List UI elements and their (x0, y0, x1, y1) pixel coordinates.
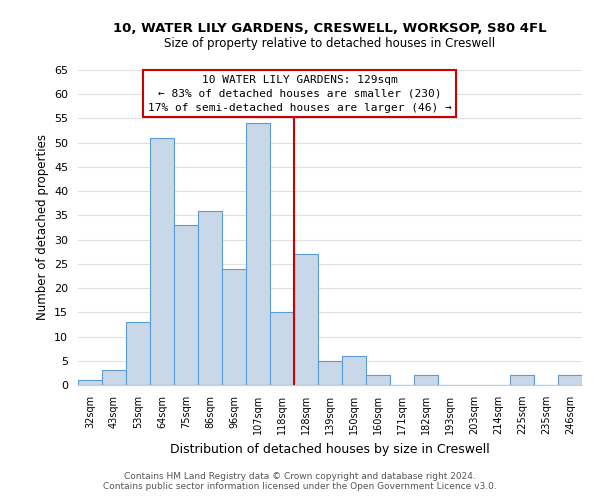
Bar (366, 376, 390, 385)
Text: Size of property relative to detached houses in Creswell: Size of property relative to detached ho… (164, 38, 496, 51)
Bar (270, 312, 294, 385)
Text: Contains HM Land Registry data © Crown copyright and database right 2024.: Contains HM Land Registry data © Crown c… (124, 472, 476, 481)
Bar (510, 376, 534, 385)
Bar (318, 361, 342, 385)
Bar (246, 124, 270, 385)
Bar (222, 268, 246, 385)
Y-axis label: Number of detached properties: Number of detached properties (35, 134, 49, 320)
Bar (294, 254, 318, 385)
Bar (78, 380, 102, 385)
Bar (150, 138, 174, 385)
Text: Contains public sector information licensed under the Open Government Licence v3: Contains public sector information licen… (103, 482, 497, 491)
Bar (414, 376, 438, 385)
Text: 10, WATER LILY GARDENS, CRESWELL, WORKSOP, S80 4FL: 10, WATER LILY GARDENS, CRESWELL, WORKSO… (113, 22, 547, 36)
Bar (558, 376, 582, 385)
Bar (174, 225, 198, 385)
Text: 10 WATER LILY GARDENS: 129sqm
← 83% of detached houses are smaller (230)
17% of : 10 WATER LILY GARDENS: 129sqm ← 83% of d… (148, 74, 452, 112)
Bar (126, 322, 150, 385)
X-axis label: Distribution of detached houses by size in Creswell: Distribution of detached houses by size … (170, 442, 490, 456)
Bar (198, 210, 222, 385)
Bar (342, 356, 366, 385)
Bar (102, 370, 126, 385)
